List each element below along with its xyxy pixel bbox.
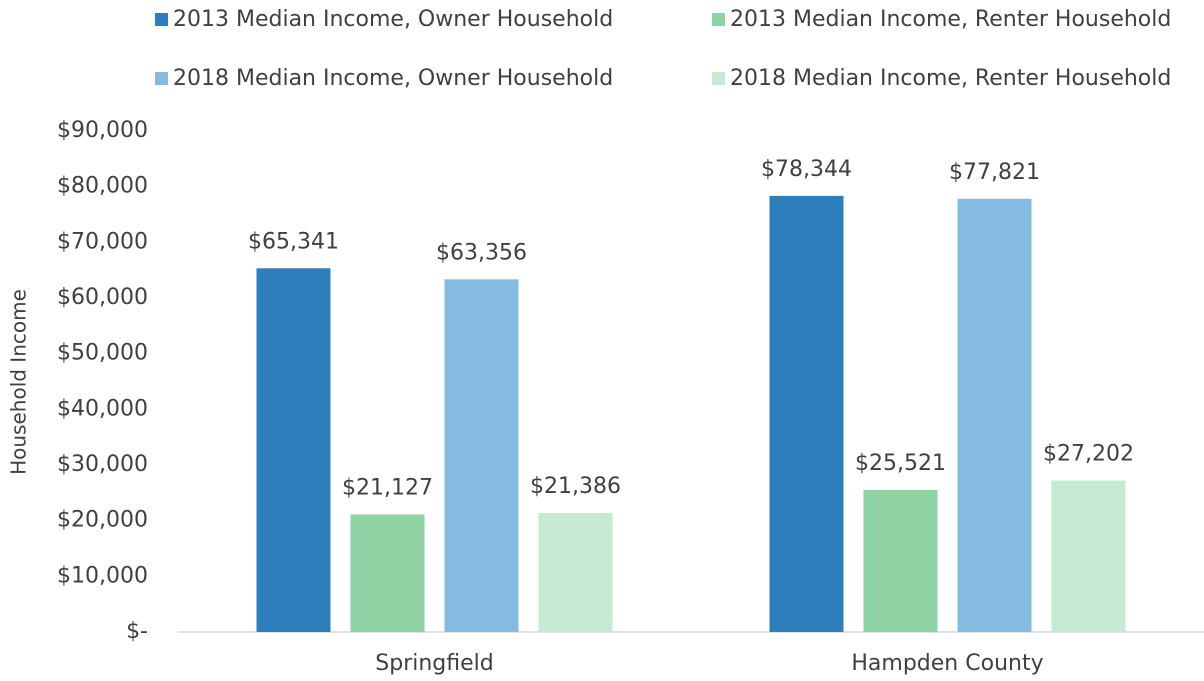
legend-label: 2018 Median Income, Owner Household xyxy=(173,66,613,91)
bar xyxy=(957,198,1032,632)
legend-label: 2013 Median Income, Renter Household xyxy=(730,7,1171,32)
data-label: $25,521 xyxy=(855,451,946,476)
y-tick-label: $60,000 xyxy=(57,285,148,310)
data-label: $77,821 xyxy=(949,160,1040,185)
bar xyxy=(769,195,844,632)
y-tick-label: $20,000 xyxy=(57,508,148,533)
data-label: $63,356 xyxy=(436,240,527,265)
y-tick-label: $90,000 xyxy=(57,118,148,143)
y-tick-label: $50,000 xyxy=(57,341,148,366)
bar xyxy=(350,514,425,632)
legend-swatch xyxy=(155,72,168,85)
legend-swatch xyxy=(712,72,725,85)
x-tick-label: Hampden County xyxy=(851,651,1043,676)
legend-swatch xyxy=(155,13,168,26)
bar xyxy=(444,279,519,632)
data-label: $21,386 xyxy=(530,474,621,499)
data-label: $78,344 xyxy=(761,157,852,182)
bar xyxy=(1051,480,1126,632)
legend-label: 2013 Median Income, Owner Household xyxy=(173,7,613,32)
y-tick-label: $- xyxy=(126,619,148,644)
bar xyxy=(538,512,613,632)
bar xyxy=(863,489,938,632)
y-axis-title: Household Income xyxy=(7,289,31,475)
y-tick-label: $80,000 xyxy=(57,174,148,199)
y-tick-label: $40,000 xyxy=(57,396,148,421)
y-tick-label: $10,000 xyxy=(57,563,148,588)
bar xyxy=(256,268,331,632)
legend-swatch xyxy=(712,13,725,26)
data-label: $65,341 xyxy=(248,229,339,254)
data-label: $21,127 xyxy=(342,475,433,500)
y-tick-label: $70,000 xyxy=(57,229,148,254)
x-tick-label: Springfield xyxy=(375,651,493,676)
y-tick-label: $30,000 xyxy=(57,452,148,477)
legend-label: 2018 Median Income, Renter Household xyxy=(730,66,1171,91)
data-label: $27,202 xyxy=(1043,442,1134,467)
